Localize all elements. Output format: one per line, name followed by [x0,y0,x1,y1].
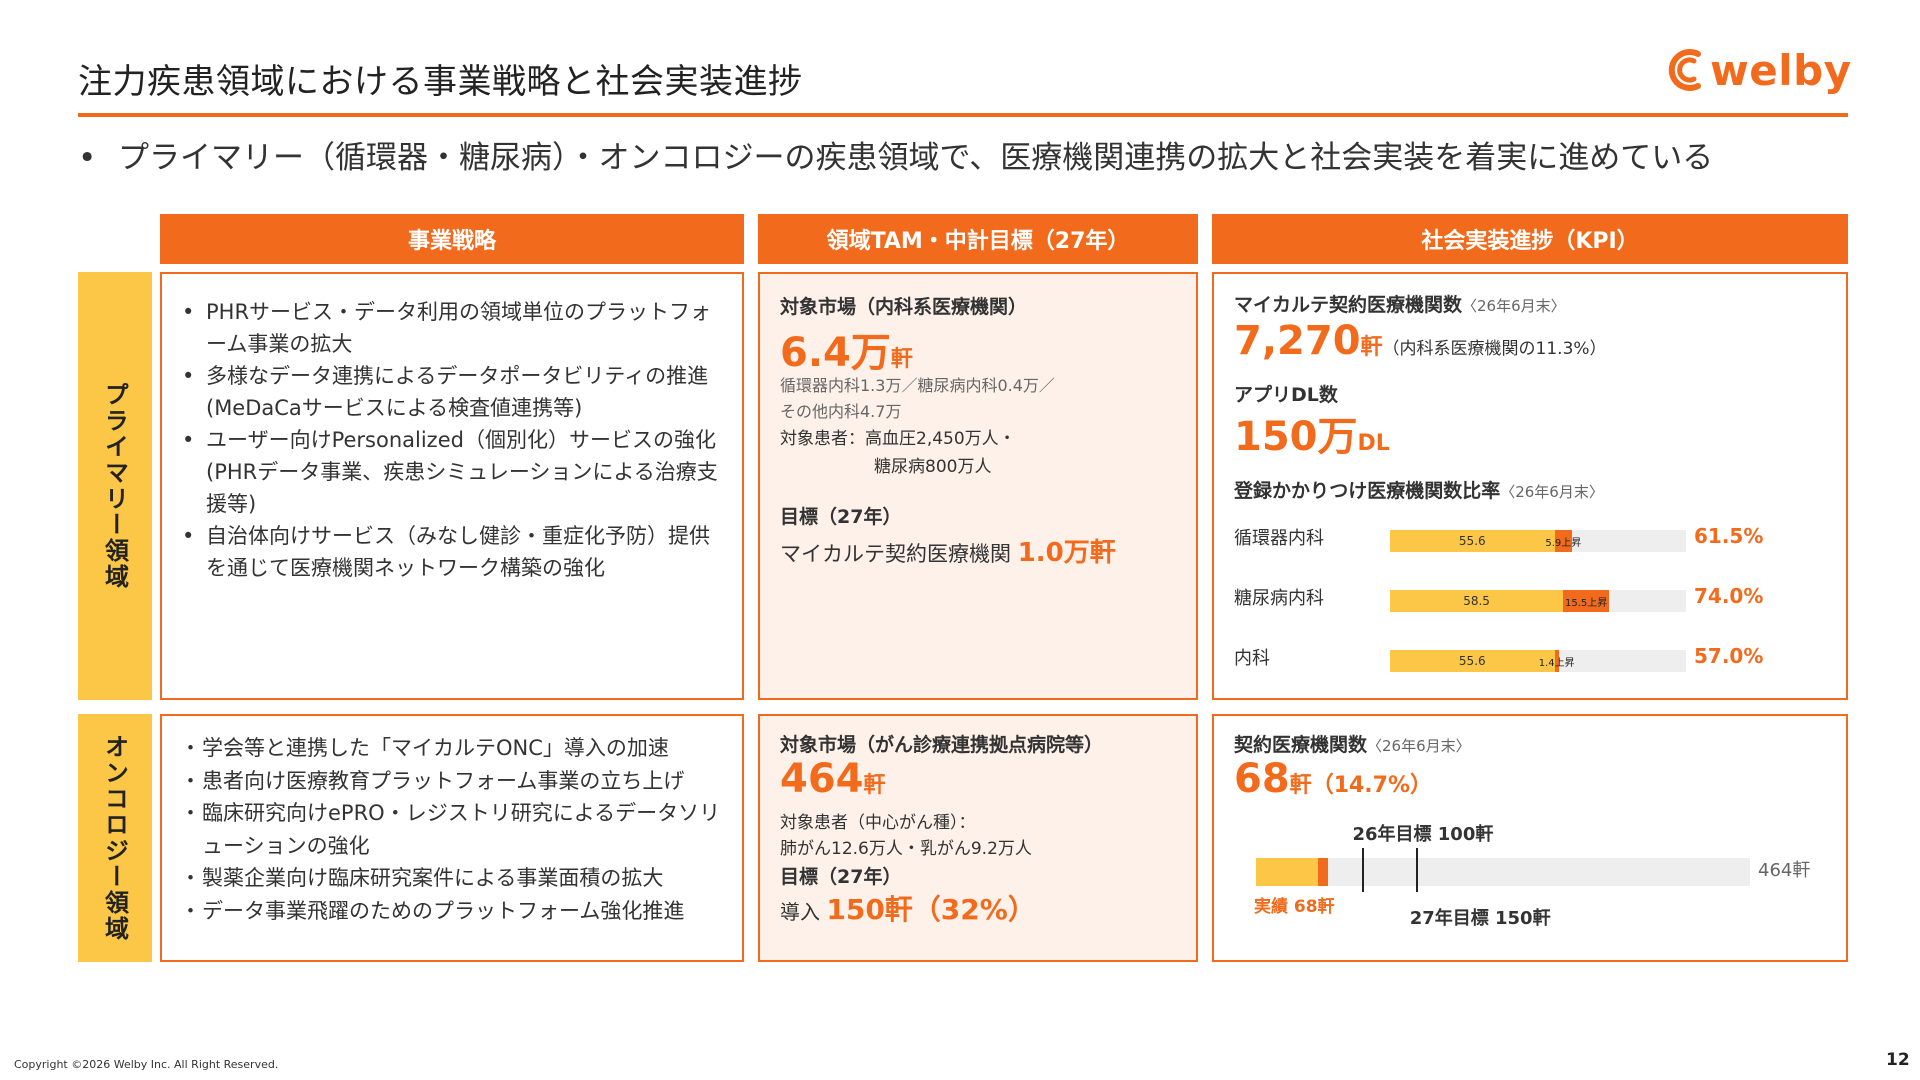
dl-label: アプリDL数 [1234,384,1338,406]
target-27-label: 27年目標 150軒 [1409,908,1551,929]
target-label: 目標（27年） [780,866,902,888]
contracts-label: 契約医療機関数〈26年6月末〉 [1234,734,1471,756]
contracts-value: 7,270軒（内科系医療機関の11.3%） [1234,318,1607,364]
list-item: データ事業飛躍のためのプラットフォーム強化推進 [180,895,730,928]
list-item: 自治体向けサービス（みなし健診・重症化予防）提供を通じて医療機関ネットワーク構築… [180,520,726,584]
bar-total: 61.5% [1694,524,1764,548]
bar-base: 58.5 [1390,590,1564,612]
market-value: 464軒 [780,756,886,802]
ratio-bar: 58.5 15.5上昇 [1390,590,1686,612]
contracts-label: マイカルテ契約医療機関数〈26年6月末〉 [1234,294,1566,316]
list-item: ユーザー向けPersonalized（個別化）サービスの強化(PHRデータ事業、… [180,424,726,520]
target-patients: 肺がん12.6万人・乳がん9.2万人 [780,839,1032,859]
bar-increase: 1.4上昇 [1539,650,1575,672]
oncology-tam-box: 対象市場（がん診療連携拠点病院等） 464軒 対象患者（中心がん種）： 肺がん1… [758,714,1198,962]
welby-logo-icon [1668,49,1701,91]
market-breakdown: 循環器内科1.3万／糖尿病内科0.4万／ [780,376,1055,395]
bar-increase: 15.5上昇 [1563,590,1610,612]
ratio-bar: 55.6 5.9上昇 [1390,530,1686,552]
progress-actual [1256,858,1319,886]
page-number: 12 [1886,1050,1910,1070]
copyright: Copyright ©2026 Welby Inc. All Right Res… [14,1058,279,1071]
oncology-strategy-box: 学会等と連携した「マイカルテONC」導入の加速 患者向け医療教育プラットフォーム… [160,714,744,962]
market-label: 対象市場（がん診療連携拠点病院等） [780,734,1104,756]
bar-base: 55.6 [1390,650,1555,672]
bar-total: 57.0% [1694,644,1764,668]
bar-category-label: 内科 [1234,648,1270,669]
progress-max-label: 464軒 [1758,860,1811,881]
target-patients: 対象患者（中心がん種）： [780,813,976,833]
target-26-marker [1362,848,1365,892]
dl-value: 150万DL [1234,414,1390,460]
list-item: 製薬企業向け臨床研究案件による事業面積の拡大 [180,862,730,895]
primary-strategy-box: PHRサービス・データ利用の領域単位のプラットフォーム事業の拡大 多様なデータ連… [160,272,744,700]
bar-total: 74.0% [1694,584,1764,608]
target-patients: 対象患者：高血圧2,450万人・ [780,429,1016,449]
ratio-label: 登録かかりつけ医療機関数比率〈26年6月末〉 [1234,480,1604,502]
primary-kpi-box: マイカルテ契約医療機関数〈26年6月末〉 7,270軒（内科系医療機関の11.3… [1212,272,1848,700]
market-label: 対象市場（内科系医療機関） [780,296,1028,318]
bar-category-label: 循環器内科 [1234,528,1324,549]
target-27-marker [1415,848,1418,892]
ratio-bar: 55.6 1.4上昇 [1390,650,1686,672]
target-patients: 糖尿病800万人 [874,457,992,477]
target-text: マイカルテ契約医療機関 1.0万軒 [780,538,1116,568]
list-item: 学会等と連携した「マイカルテONC」導入の加速 [180,732,730,765]
target-text: 導入 150軒（32%） [780,893,1036,926]
page-title: 注力疾患領域における事業戦略と社会実装進捗 [78,62,803,102]
summary-bullet: • プライマリー（循環器・糖尿病）・オンコロジーの疾患領域で、医療機関連携の拡大と… [78,140,1714,176]
primary-tam-box: 対象市場（内科系医療機関） 6.4万軒 循環器内科1.3万／糖尿病内科0.4万／… [758,272,1198,700]
bar-category-label: 糖尿病内科 [1234,588,1324,609]
market-breakdown: その他内科4.7万 [780,402,902,421]
target-label: 目標（27年） [780,506,902,528]
oncology-kpi-box: 契約医療機関数〈26年6月末〉 68軒（14.7%） 26年目標 100軒 46… [1212,714,1848,962]
logo-text: welby [1710,45,1852,95]
bar-base: 55.6 [1390,530,1555,552]
list-item: PHRサービス・データ利用の領域単位のプラットフォーム事業の拡大 [180,296,726,360]
summary-text: プライマリー（循環器・糖尿病）・オンコロジーの疾患領域で、医療機関連携の拡大と社… [118,140,1714,176]
column-header-strategy: 事業戦略 [160,214,744,264]
contracts-value: 68軒（14.7%） [1234,756,1433,802]
oncology-strategy-list: 学会等と連携した「マイカルテONC」導入の加速 患者向け医療教育プラットフォーム… [162,716,742,927]
row-label-primary: プライマリー領域 [78,272,152,700]
column-header-kpi: 社会実装進捗（KPI） [1212,214,1848,264]
target-26-label: 26年目標 100軒 [1352,824,1494,845]
oncology-progress-bar [1256,858,1750,886]
progress-actual-label: 実績 68軒 [1254,897,1335,917]
row-label-oncology: オンコロジー領域 [78,714,152,962]
list-item: 多様なデータ連携によるデータポータビリティの推進(MeDaCaサービスによる検査… [180,360,726,424]
market-value: 6.4万軒 [780,330,913,376]
welby-logo: welby [1668,42,1852,98]
list-item: 臨床研究向けePRO・レジストリ研究によるデータソリューションの強化 [180,797,730,862]
header-divider [78,113,1848,117]
progress-actual-edge [1318,858,1329,886]
list-item: 患者向け医療教育プラットフォーム事業の立ち上げ [180,765,730,798]
primary-strategy-list: PHRサービス・データ利用の領域単位のプラットフォーム事業の拡大 多様なデータ連… [162,274,742,584]
column-header-tam: 領域TAM・中計目標（27年） [758,214,1198,264]
bar-increase: 5.9上昇 [1545,530,1581,552]
